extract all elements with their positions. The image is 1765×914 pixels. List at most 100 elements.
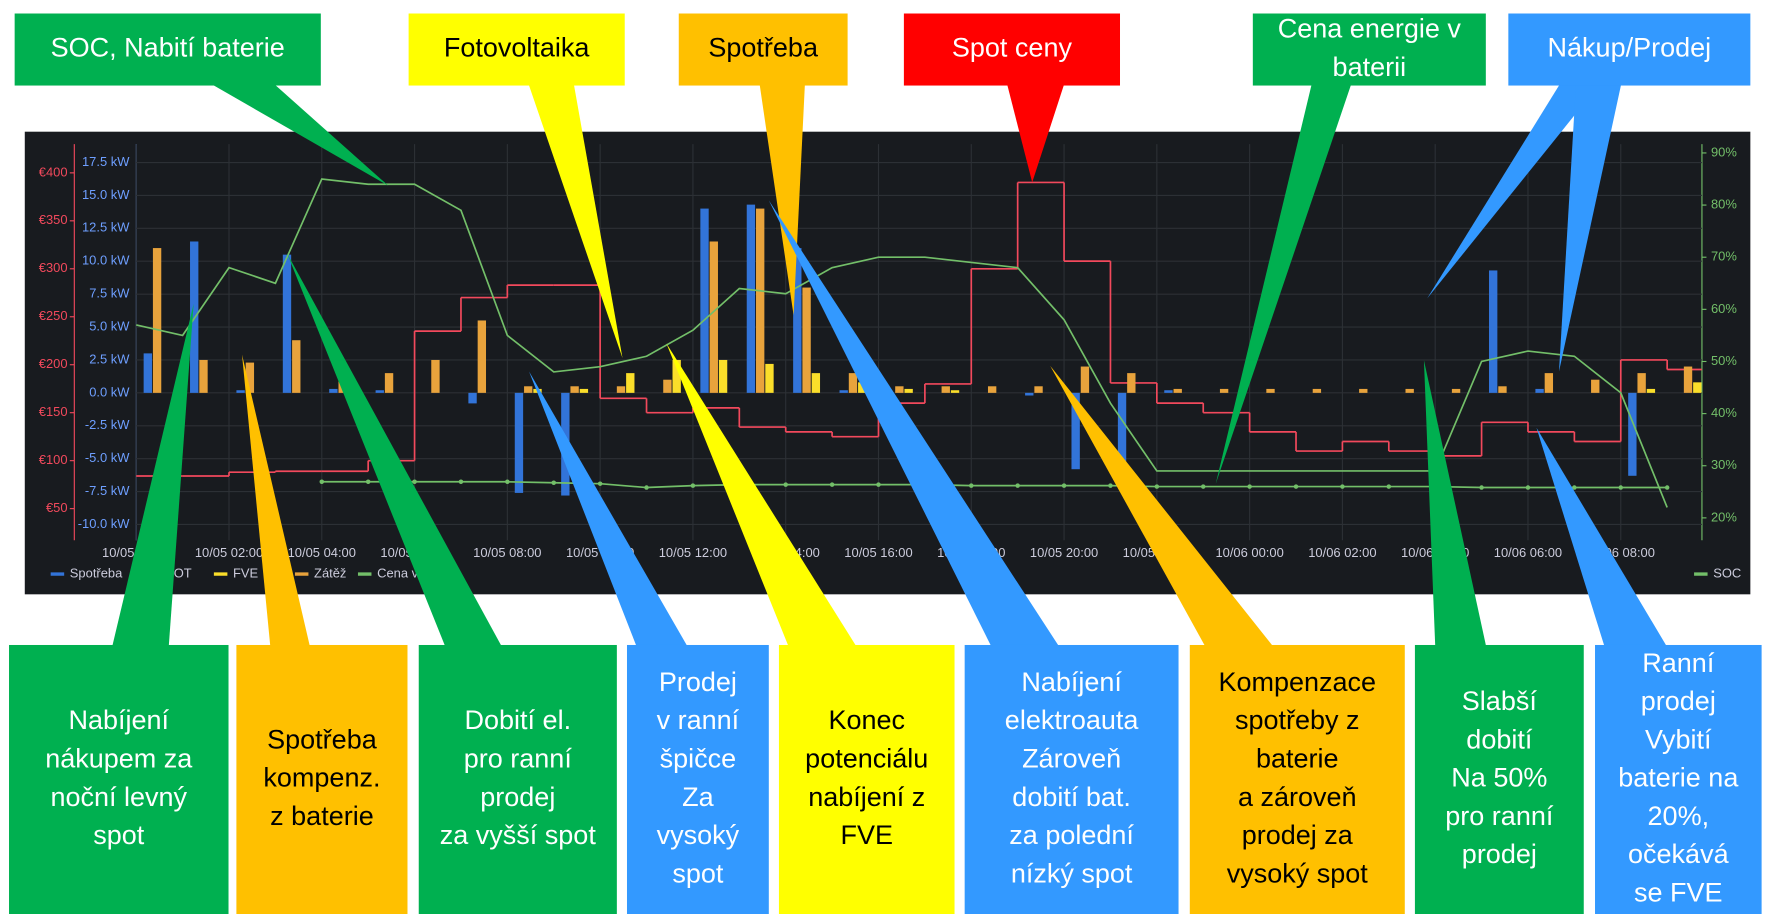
callout-text: Cena energie v xyxy=(1278,14,1462,44)
bar xyxy=(468,392,477,404)
callout-text: Zároveň xyxy=(1022,743,1121,773)
callout-box xyxy=(9,644,229,914)
callout-text: Za xyxy=(682,782,714,812)
callout-text: Spotřeba xyxy=(708,33,819,63)
bar xyxy=(1173,388,1182,393)
bar xyxy=(756,208,765,393)
y-tick-label: -5.0 kW xyxy=(85,450,130,465)
callout-text: pro ranní xyxy=(464,743,573,773)
x-tick-label: 10/06 02:00 xyxy=(1308,545,1376,560)
bar xyxy=(1034,386,1043,393)
bar xyxy=(375,390,384,393)
callout-pointer xyxy=(1558,85,1621,372)
bar xyxy=(524,386,533,393)
y3-tick-label: 40% xyxy=(1711,405,1737,420)
callout-text: baterii xyxy=(1333,52,1407,82)
bar xyxy=(904,388,913,393)
callout-text: spot xyxy=(93,820,145,850)
bar xyxy=(811,373,821,393)
legend-label: Zátěž xyxy=(314,565,346,580)
callout-text: a zároveň xyxy=(1238,782,1357,812)
callout-text: za polední xyxy=(1009,820,1134,850)
bar xyxy=(700,208,709,393)
x-tick-label: 10/05 16:00 xyxy=(844,545,912,560)
callout-pointer xyxy=(529,371,687,645)
callout-pointer xyxy=(112,303,194,645)
bar xyxy=(1164,390,1173,393)
callout-text: Fotovoltaika xyxy=(444,33,591,63)
bar xyxy=(236,390,245,393)
x-tick-label: 10/05 04:00 xyxy=(288,545,356,560)
callout-text: baterie xyxy=(1256,743,1339,773)
bar xyxy=(1405,388,1414,393)
y3-tick-label: 70% xyxy=(1711,249,1737,264)
callout-pointer xyxy=(759,85,805,316)
y2-tick-label: €250 xyxy=(39,308,68,323)
callout-box xyxy=(678,13,848,86)
bar xyxy=(1080,366,1090,393)
bar xyxy=(245,362,255,393)
x-tick-label: 10/05 02:00 xyxy=(195,545,263,560)
bar xyxy=(1489,270,1498,393)
y-tick-label: -2.5 kW xyxy=(85,417,130,432)
callout-text: Spot ceny xyxy=(952,33,1073,63)
callout-text: SOC, Nabití baterie xyxy=(51,33,285,63)
callout-box xyxy=(408,13,625,86)
callout-box xyxy=(1508,13,1751,86)
callout-text: za vyšší spot xyxy=(440,820,597,850)
bar xyxy=(1025,392,1034,396)
callout-text: vysoký spot xyxy=(1227,858,1369,888)
line xyxy=(136,178,1668,508)
bar xyxy=(793,248,802,393)
bar xyxy=(570,386,579,393)
bar xyxy=(1591,379,1600,393)
callout-text: Nákup/Prodej xyxy=(1548,33,1712,63)
callout-text: Nabíjení xyxy=(1021,667,1122,697)
callout-box xyxy=(14,13,321,86)
callout-text: FVE xyxy=(840,820,893,850)
callout-box xyxy=(1595,644,1762,914)
callout-text: noční levný xyxy=(50,782,187,812)
callout-text: dobití xyxy=(1466,724,1533,754)
bar xyxy=(292,340,301,393)
bar xyxy=(282,254,292,393)
bar xyxy=(384,373,394,393)
bar xyxy=(143,353,152,393)
bar xyxy=(1359,388,1368,393)
callout-pointer xyxy=(287,253,501,645)
y3-tick-label: 60% xyxy=(1711,301,1737,316)
bar xyxy=(1071,392,1080,470)
callout-text: 20%, xyxy=(1648,801,1710,831)
y3-tick-label: 80% xyxy=(1711,196,1737,211)
callout-text: špičce xyxy=(660,743,737,773)
bar xyxy=(626,373,635,393)
bar xyxy=(1693,382,1702,393)
callout-text: očekává xyxy=(1628,839,1730,869)
y-tick-label: 7.5 kW xyxy=(89,286,130,301)
bar xyxy=(1117,392,1127,467)
bar xyxy=(152,248,162,393)
callout-text: pro ranní xyxy=(1445,801,1554,831)
callout-text: v ranní xyxy=(657,705,740,735)
y-tick-label: 17.5 kW xyxy=(82,154,130,169)
bar xyxy=(1451,388,1461,393)
legend-label: SOC xyxy=(1713,565,1741,580)
y-tick-label: 0.0 kW xyxy=(89,384,130,399)
bar xyxy=(839,390,848,393)
bar xyxy=(709,241,718,393)
x-tick-label: 10/05 08:00 xyxy=(473,545,541,560)
callout-text: Konec xyxy=(828,705,905,735)
callout-text: Prodej xyxy=(659,667,737,697)
callout-text: Kompenzace xyxy=(1218,667,1376,697)
bar xyxy=(1646,388,1656,393)
callout-pointer xyxy=(1536,427,1666,645)
callout-box xyxy=(1414,644,1584,914)
callout-text: Ranní xyxy=(1642,648,1715,678)
x-tick-label: 10/05 20:00 xyxy=(1030,545,1098,560)
chart-panel xyxy=(24,131,1751,595)
y-tick-label: 2.5 kW xyxy=(89,351,130,366)
callout-text: Vybití xyxy=(1645,724,1712,754)
bar xyxy=(1628,392,1637,476)
bar xyxy=(765,363,774,393)
y-tick-label: 5.0 kW xyxy=(89,318,130,333)
